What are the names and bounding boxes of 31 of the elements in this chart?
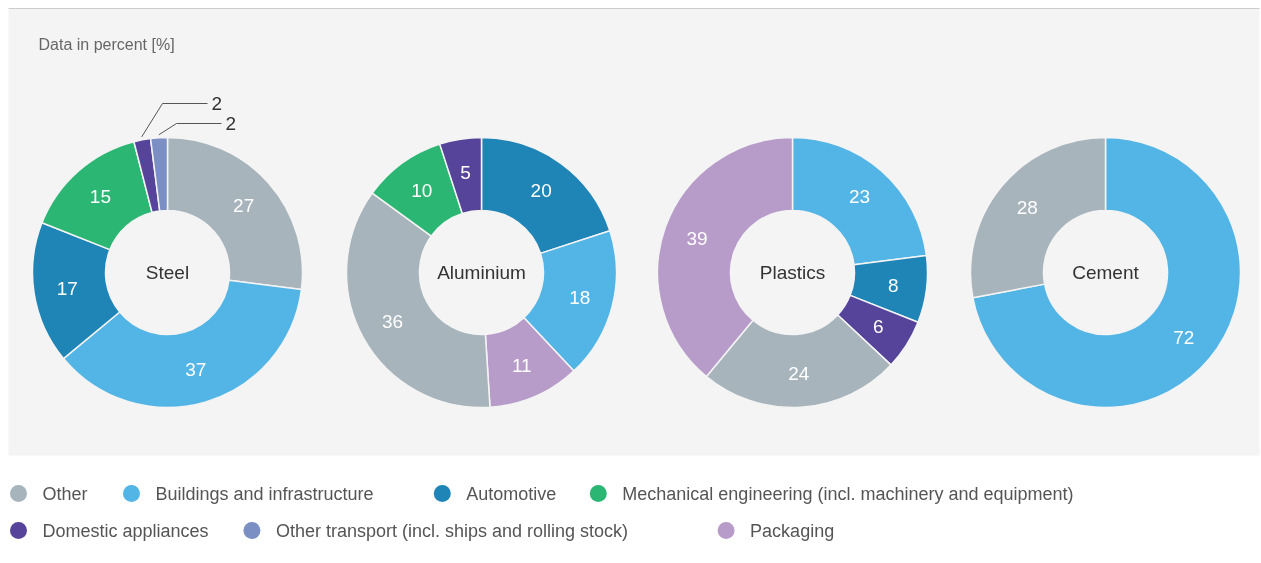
text: Aluminium bbox=[437, 262, 526, 283]
legend-label: Other transport (incl. ships and rolling stock) bbox=[275, 520, 629, 541]
legend-label: Packaging bbox=[750, 520, 835, 541]
data-label: 17 bbox=[56, 277, 78, 299]
legend-label: Automotive bbox=[466, 483, 557, 504]
data-label: 27 bbox=[233, 194, 255, 216]
data-label: 2 bbox=[225, 113, 237, 134]
text: Plastics bbox=[759, 262, 826, 283]
data-label: 36 bbox=[381, 310, 404, 332]
data-label: 72 bbox=[1173, 326, 1195, 348]
data-label: 11 bbox=[511, 355, 532, 377]
data-label: 15 bbox=[89, 185, 111, 207]
legend-label: Mechanical engineering (incl. machinery and equipment) bbox=[622, 483, 1074, 504]
data-label: 18 bbox=[569, 287, 591, 309]
data-label: 39 bbox=[686, 227, 708, 249]
legend-label: Domestic appliances bbox=[42, 520, 209, 541]
data-label: 28 bbox=[1016, 197, 1038, 219]
data-label: 24 bbox=[788, 363, 810, 385]
data-label: 20 bbox=[530, 179, 552, 201]
text: Data in percent [%] bbox=[38, 36, 175, 53]
legend-label: Buildings and infrastructure bbox=[155, 483, 374, 504]
data-label: 6 bbox=[872, 316, 884, 338]
data-label: 23 bbox=[849, 185, 871, 207]
data-label: 8 bbox=[887, 274, 899, 296]
data-label: 5 bbox=[460, 161, 471, 183]
data-label: 2 bbox=[211, 93, 223, 114]
data-label: 37 bbox=[185, 359, 207, 381]
data-label: 10 bbox=[411, 179, 433, 201]
legend-label: Other bbox=[42, 483, 88, 504]
text: Steel bbox=[145, 262, 190, 283]
text: Cement bbox=[1072, 262, 1140, 283]
